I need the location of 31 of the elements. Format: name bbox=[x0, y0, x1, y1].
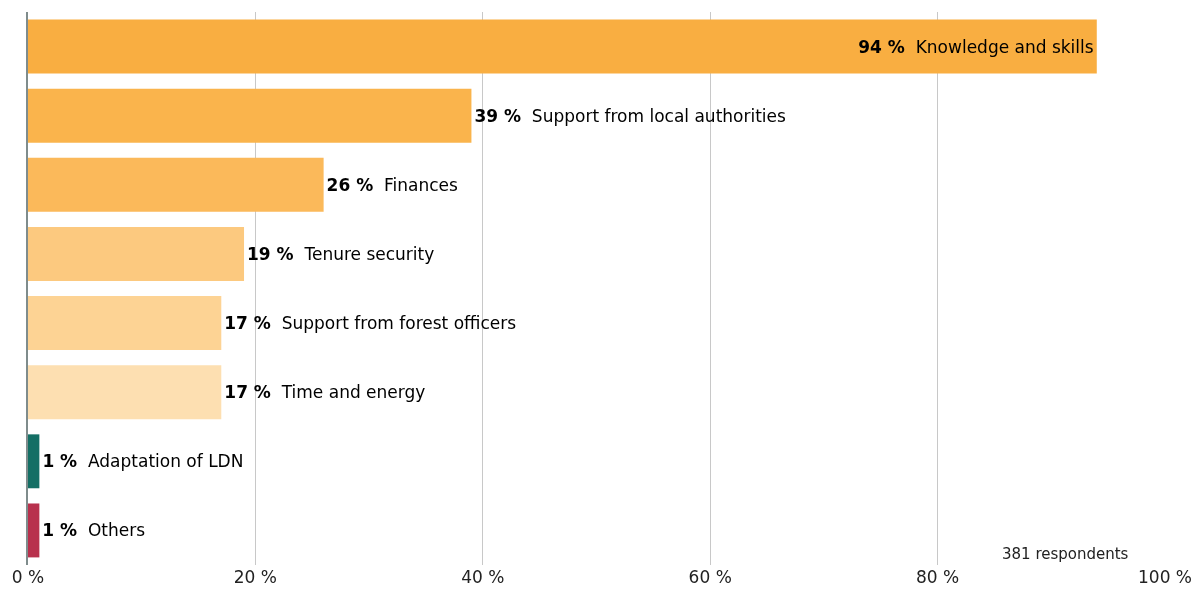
x-tick-label: 60 % bbox=[688, 567, 732, 587]
y-tick-label: Support from local authorities bbox=[531, 105, 786, 126]
y-tick-label: Support from forest officers bbox=[281, 313, 517, 334]
data-label: 94 % bbox=[858, 36, 905, 57]
data-label: 1 % bbox=[42, 520, 78, 541]
y-tick-label: Others bbox=[87, 520, 146, 541]
x-tick-label: 20 % bbox=[233, 567, 277, 587]
x-tick-label: 0 % bbox=[11, 567, 45, 587]
data-label: 17 % bbox=[224, 382, 271, 403]
y-tick-label: Adaptation of LDN bbox=[87, 451, 244, 472]
bar bbox=[28, 226, 245, 281]
x-tick-label: 100 % bbox=[1137, 567, 1193, 587]
bar bbox=[28, 157, 324, 212]
y-tick-label: Tenure security bbox=[304, 243, 435, 264]
data-label: 19 % bbox=[247, 243, 294, 264]
data-label: 26 % bbox=[326, 174, 374, 195]
x-tick-label: 80 % bbox=[916, 567, 960, 587]
bar bbox=[28, 19, 1097, 74]
bar bbox=[28, 365, 222, 420]
annotation: 381 respondents bbox=[1002, 545, 1129, 563]
y-tick-label: Knowledge and skills bbox=[915, 36, 1094, 57]
bar bbox=[28, 88, 472, 143]
bar bbox=[28, 503, 40, 558]
data-label: 17 % bbox=[224, 313, 271, 334]
bar bbox=[28, 434, 40, 489]
x-tick-label: 40 % bbox=[461, 567, 505, 587]
y-tick-label: Finances bbox=[384, 174, 458, 195]
y-tick-label: Time and energy bbox=[281, 382, 426, 403]
data-label: 1 % bbox=[42, 451, 78, 472]
data-label: 39 % bbox=[474, 105, 522, 126]
bar bbox=[28, 296, 222, 351]
